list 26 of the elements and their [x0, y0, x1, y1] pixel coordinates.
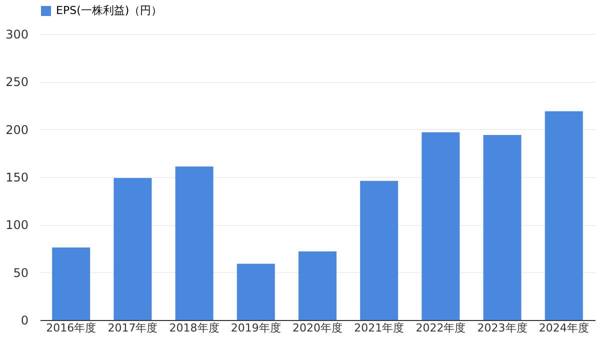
y-tick-label: 100 [6, 218, 28, 232]
y-tick-label: 300 [6, 28, 28, 42]
bar [360, 180, 398, 320]
y-tick-label: 150 [6, 170, 28, 184]
y-tick-label: 50 [13, 266, 28, 280]
y-tick-label: 200 [6, 122, 28, 137]
x-tick-label: 2022年度 [416, 322, 466, 334]
x-tick-label: 2019年度 [230, 322, 281, 334]
bar [52, 248, 90, 320]
bar [175, 166, 214, 320]
y-tick-label: 250 [6, 75, 28, 90]
bar [298, 251, 336, 320]
bar [236, 264, 275, 320]
x-tick-label: 2021年度 [354, 322, 404, 334]
x-tick-label: 2024年度 [538, 322, 589, 334]
y-tick-label: 0 [20, 314, 28, 328]
bar [483, 135, 522, 320]
x-tick-label: 2016年度 [46, 322, 96, 334]
x-tick-label: 2020年度 [292, 322, 342, 334]
bar [544, 111, 583, 320]
bar [422, 132, 460, 320]
x-tick-label: 2017年度 [108, 322, 158, 334]
bar [114, 178, 152, 320]
x-tick-label: 2023年度 [477, 322, 528, 334]
legend-label: EPS(一株利益)（円） [56, 4, 162, 17]
x-tick-label: 2018年度 [169, 322, 220, 334]
